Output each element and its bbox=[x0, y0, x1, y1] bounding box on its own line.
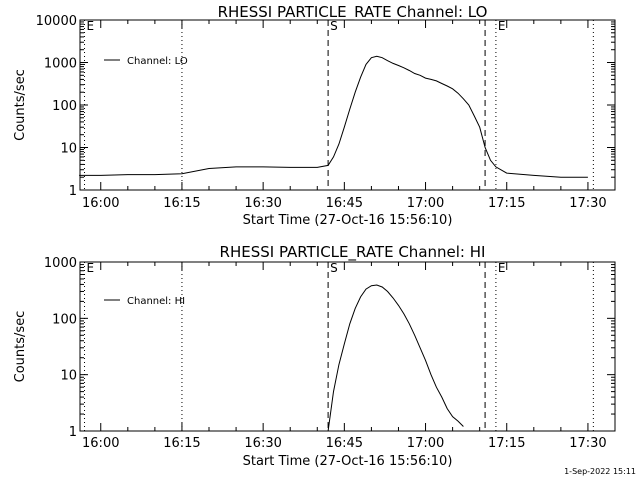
y-axis-label-lo: Counts/sec bbox=[13, 69, 28, 141]
legend-label-lo: Channel: LO bbox=[127, 56, 188, 67]
x-tick-label-lo: 17:00 bbox=[407, 196, 444, 211]
event-marker-label-lo: E bbox=[87, 19, 95, 33]
x-tick-label-hi: 17:15 bbox=[488, 436, 525, 451]
x-tick-label-lo: 16:30 bbox=[244, 196, 281, 211]
x-tick-label-hi: 16:45 bbox=[326, 436, 363, 451]
event-marker-label-hi: E bbox=[87, 261, 95, 275]
y-tick-label-lo: 100 bbox=[52, 99, 77, 114]
event-marker-label-hi: S bbox=[330, 261, 338, 275]
y-tick-label-hi: 100 bbox=[52, 312, 77, 327]
y-tick-label-lo: 10000 bbox=[36, 14, 77, 29]
event-marker-label-lo: E bbox=[498, 19, 506, 33]
x-tick-label-lo: 17:30 bbox=[569, 196, 606, 211]
x-axis-label-hi: Start Time (27-Oct-16 15:56:10) bbox=[243, 454, 453, 469]
plot-frame-lo bbox=[79, 19, 616, 191]
event-marker-label-lo: S bbox=[330, 19, 338, 33]
x-tick-label-hi: 16:15 bbox=[163, 436, 200, 451]
x-tick-label-lo: 16:15 bbox=[163, 196, 200, 211]
y-tick-label-hi: 1000 bbox=[44, 256, 77, 271]
chart-title-lo: RHESSI PARTICLE_RATE Channel: LO bbox=[218, 3, 488, 22]
chart-title-hi: RHESSI PARTICLE_RATE Channel: HI bbox=[220, 243, 486, 262]
x-tick-label-hi: 16:00 bbox=[82, 436, 119, 451]
x-axis-label-lo: Start Time (27-Oct-16 15:56:10) bbox=[243, 213, 453, 228]
x-tick-label-hi: 16:30 bbox=[244, 436, 281, 451]
x-tick-label-hi: 17:00 bbox=[407, 436, 444, 451]
timestamp: 1-Sep-2022 15:11 bbox=[564, 467, 636, 476]
x-tick-label-lo: 16:00 bbox=[82, 196, 119, 211]
data-series-line-lo bbox=[79, 55, 588, 178]
chart-panel-hi: RHESSI PARTICLE_RATE Channel: HI 1 10 100 10… bbox=[13, 243, 616, 469]
x-tick-label-hi: 17:30 bbox=[569, 436, 606, 451]
event-marker-label-hi: E bbox=[498, 261, 506, 275]
y-tick-label-lo: 1 bbox=[69, 184, 77, 199]
y-tick-label-hi: 10 bbox=[60, 369, 77, 384]
y-tick-label-lo: 10 bbox=[60, 142, 77, 157]
y-tick-label-lo: 1000 bbox=[44, 57, 77, 72]
x-tick-label-lo: 17:15 bbox=[488, 196, 525, 211]
x-tick-label-lo: 16:45 bbox=[326, 196, 363, 211]
chart-panel-lo: RHESSI PARTICLE_RATE Channel: LO 1 10 100 10… bbox=[13, 3, 616, 228]
legend-label-hi: Channel: HI bbox=[127, 296, 185, 307]
y-tick-label-hi: 1 bbox=[69, 425, 77, 440]
data-series-line-hi bbox=[327, 284, 464, 432]
plot-frame-hi bbox=[79, 261, 616, 432]
y-axis-label-hi: Counts/sec bbox=[13, 311, 28, 383]
